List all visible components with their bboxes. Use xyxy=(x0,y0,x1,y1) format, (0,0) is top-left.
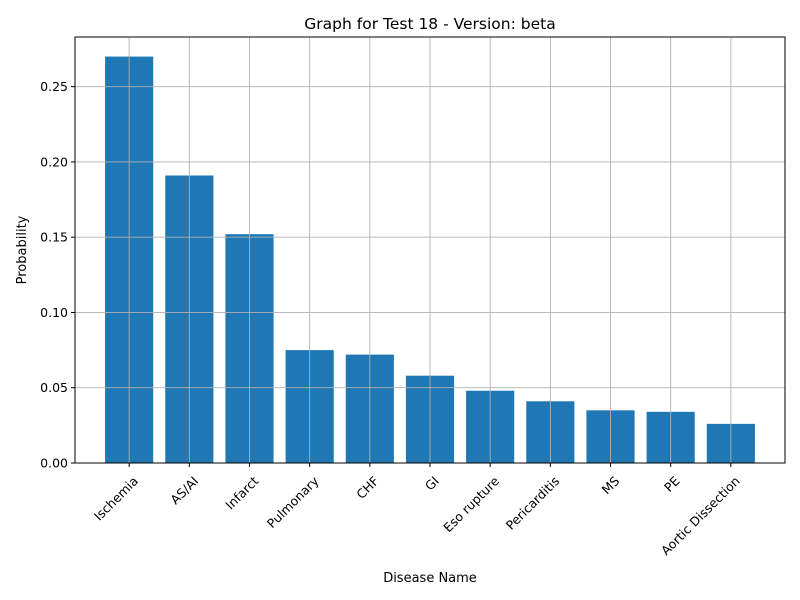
y-tick-label: 0.20 xyxy=(40,154,68,169)
chart-title: Graph for Test 18 - Version: beta xyxy=(304,15,555,33)
y-axis-label: Probability xyxy=(15,215,30,284)
y-tick-label: 0.15 xyxy=(40,230,68,245)
y-ticks-group: 0.00 0.05 0.10 0.15 0.20 0.25 xyxy=(40,79,75,471)
y-tick-label: 0.10 xyxy=(40,305,68,320)
y-tick-label: 0.00 xyxy=(40,456,68,471)
x-axis-label: Disease Name xyxy=(383,571,477,586)
y-tick-label: 0.05 xyxy=(40,380,68,395)
y-tick-label: 0.25 xyxy=(40,79,68,94)
plot-area: 0.000.050.100.150.200.25 Ischemia AS/AI In… xyxy=(40,36,786,558)
